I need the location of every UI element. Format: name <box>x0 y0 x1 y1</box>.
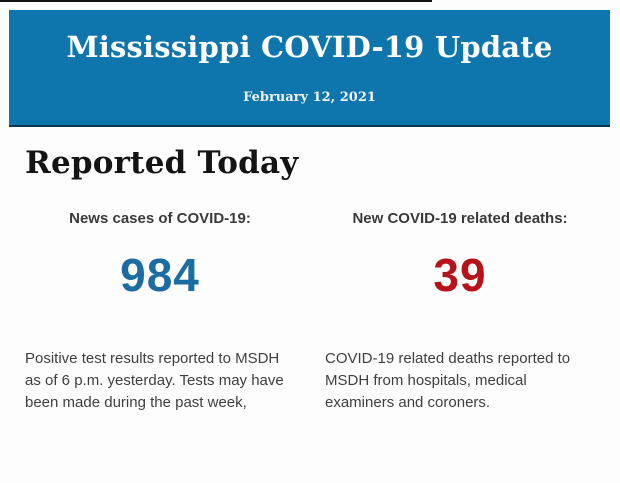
page-title: Mississippi COVID-19 Update <box>66 30 553 64</box>
header-banner: Mississippi COVID-19 Update February 12,… <box>9 10 610 127</box>
section-heading: Reported Today <box>25 145 299 181</box>
main-content: Reported Today News cases of COVID-19: 9… <box>25 127 595 414</box>
new-deaths-description: COVID-19 related deaths reported to MSDH… <box>325 350 571 411</box>
stat-new-deaths: New COVID-19 related deaths: 39 COVID-19… <box>325 210 595 414</box>
new-deaths-value: 39 <box>433 249 487 301</box>
stats-row: News cases of COVID-19: 984 Positive tes… <box>25 210 595 414</box>
new-cases-value: 984 <box>120 249 200 301</box>
top-edge-line <box>0 0 432 2</box>
new-deaths-label: New COVID-19 related deaths: <box>352 210 568 227</box>
new-cases-description: Positive test results reported to MSDH a… <box>25 350 284 411</box>
new-cases-label: News cases of COVID-19: <box>69 210 251 227</box>
stat-new-cases: News cases of COVID-19: 984 Positive tes… <box>25 210 295 414</box>
report-date: February 12, 2021 <box>243 90 376 105</box>
